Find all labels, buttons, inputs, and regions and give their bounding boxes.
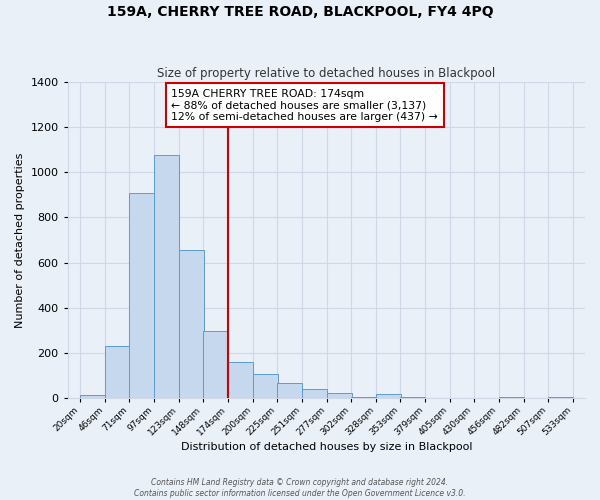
Bar [228,362,253,398]
Bar [129,192,154,398]
Bar [327,393,352,398]
Title: Size of property relative to detached houses in Blackpool: Size of property relative to detached ho… [157,66,496,80]
Bar [376,394,401,398]
Bar [277,382,302,398]
X-axis label: Distribution of detached houses by size in Blackpool: Distribution of detached houses by size … [181,442,472,452]
Bar [400,397,425,398]
Bar [253,374,278,398]
Bar [203,332,228,398]
Bar [179,250,204,398]
Bar [351,397,376,398]
Bar [105,346,130,398]
Bar [548,397,572,398]
Text: 159A, CHERRY TREE ROAD, BLACKPOOL, FY4 4PQ: 159A, CHERRY TREE ROAD, BLACKPOOL, FY4 4… [107,5,493,19]
Bar [499,397,524,398]
Bar [80,394,105,398]
Text: Contains HM Land Registry data © Crown copyright and database right 2024.
Contai: Contains HM Land Registry data © Crown c… [134,478,466,498]
Y-axis label: Number of detached properties: Number of detached properties [15,152,25,328]
Bar [154,156,179,398]
Bar [302,389,327,398]
Text: 159A CHERRY TREE ROAD: 174sqm
← 88% of detached houses are smaller (3,137)
12% o: 159A CHERRY TREE ROAD: 174sqm ← 88% of d… [172,89,438,122]
